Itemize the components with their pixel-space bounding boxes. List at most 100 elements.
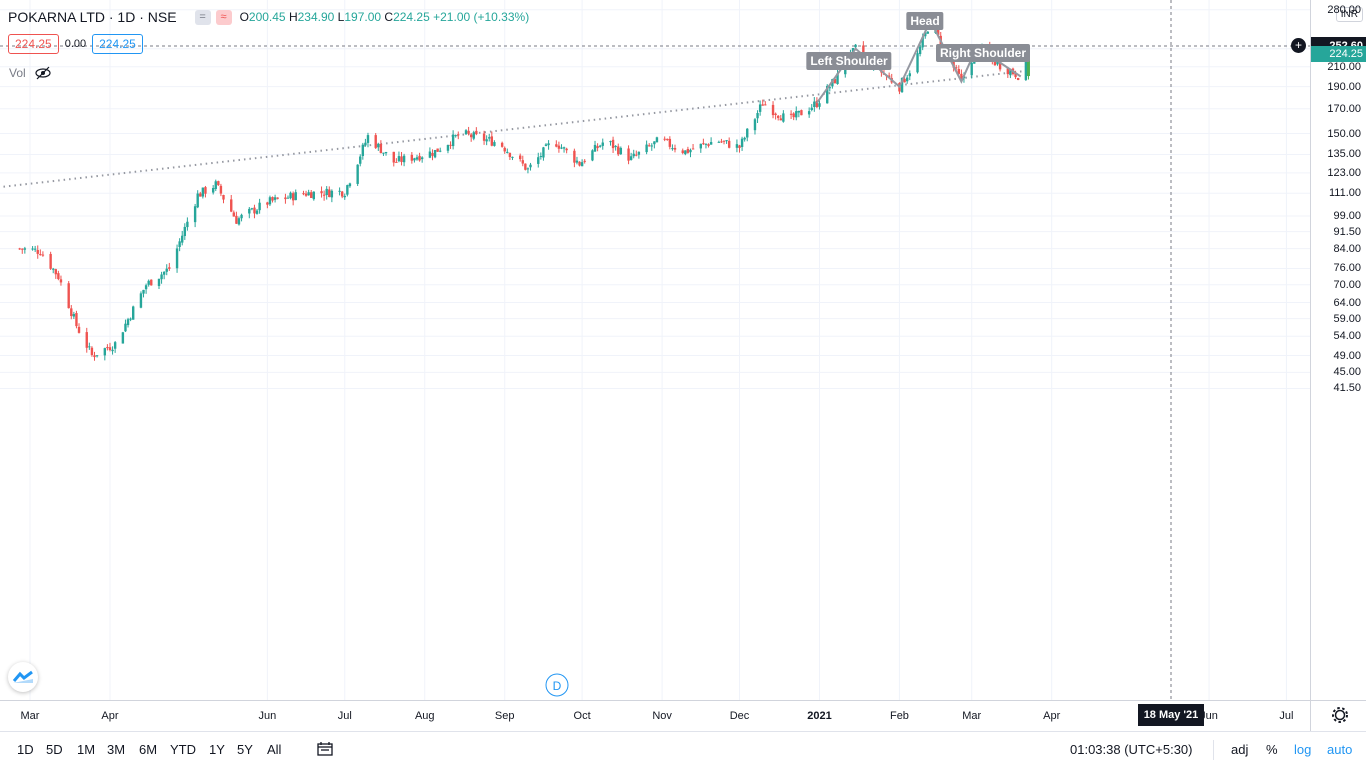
timeframe-5y[interactable]: 5Y <box>237 742 253 757</box>
candle-body <box>392 151 395 163</box>
candle-body <box>322 194 326 196</box>
time-tick-label: Jun <box>1200 710 1218 722</box>
candle-body <box>439 150 442 152</box>
tradingview-logo[interactable] <box>8 662 38 692</box>
timeframe-1m[interactable]: 1M <box>77 742 96 757</box>
candle-body <box>23 248 27 250</box>
candle-body <box>253 207 256 214</box>
candle-body <box>248 208 251 214</box>
head-label[interactable]: Head <box>906 12 944 30</box>
right-shoulder-label[interactable]: Right Shoulder <box>936 44 1030 62</box>
candle-body <box>418 155 421 161</box>
price-axis[interactable]: INR 280.00230.00210.00190.00170.00150.00… <box>1291 0 1366 700</box>
candle-body <box>673 147 677 150</box>
percent-toggle[interactable]: % <box>1266 742 1278 757</box>
candle-body <box>671 148 674 150</box>
candle-body <box>359 156 362 164</box>
candle-body <box>593 144 597 152</box>
candle-body <box>779 118 782 121</box>
candle-body <box>139 293 143 308</box>
neckline[interactable] <box>0 69 1029 189</box>
candle-body <box>663 138 666 140</box>
timeframe-1y[interactable]: 1Y <box>209 742 225 757</box>
candle-body <box>214 181 217 189</box>
candle-body <box>844 66 847 75</box>
plus-icon[interactable]: + <box>1291 38 1306 53</box>
candle-body <box>629 156 633 160</box>
price-chart[interactable]: D <box>0 0 1310 700</box>
candle-body <box>21 248 24 250</box>
candle-body <box>686 148 690 153</box>
timeframe-all[interactable]: All <box>267 742 282 757</box>
candle-body <box>614 145 617 147</box>
candle-body <box>291 193 295 201</box>
candle-body <box>511 156 514 158</box>
candle-body <box>596 146 599 149</box>
candle-body <box>113 342 117 349</box>
candle-body <box>903 78 906 83</box>
candle-body <box>103 348 107 356</box>
timeframe-5d[interactable]: 5D <box>46 742 63 757</box>
candle-body <box>377 143 380 148</box>
time-tick-label: Feb <box>889 710 909 722</box>
event-marker[interactable]: D <box>545 673 569 697</box>
compare-icon[interactable]: ≈ <box>215 9 232 25</box>
eye-off-icon[interactable] <box>34 66 52 80</box>
candle-body <box>413 158 416 161</box>
candle-body <box>761 104 764 106</box>
candle-body <box>85 332 88 348</box>
time-tick-label: Apr <box>1043 710 1061 722</box>
candle-body <box>147 280 150 285</box>
candle-body <box>684 150 687 155</box>
candle-body <box>746 128 749 138</box>
candle-body <box>472 132 475 139</box>
calendar-range-icon[interactable] <box>316 741 334 757</box>
candle-body <box>921 37 924 48</box>
time-axis[interactable]: Mar Apr Jun Jul Aug Sep Oct Nov Dec 2021 Feb Mar Apr… <box>0 700 1310 731</box>
hide-icon[interactable]: = <box>194 9 211 25</box>
auto-toggle[interactable]: auto <box>1327 742 1353 757</box>
candle-body <box>273 197 277 200</box>
candle-body <box>126 319 130 326</box>
candle-body <box>482 133 486 141</box>
candle-body <box>1006 68 1010 75</box>
timeframe-3m[interactable]: 3M <box>107 742 126 757</box>
time-tick-label: Mar <box>20 710 40 722</box>
clock[interactable]: 01:03:38 (UTC+5:30) <box>1070 742 1193 757</box>
candle-body <box>54 269 57 275</box>
adj-toggle[interactable]: adj <box>1231 742 1249 757</box>
candle-body <box>557 145 561 149</box>
time-tick-label: Sep <box>494 710 515 722</box>
symbol-title[interactable]: POKARNA LTD · 1D · NSE <box>8 9 177 25</box>
candle-body <box>490 136 494 146</box>
candle-body <box>361 144 365 157</box>
timeframe-6m[interactable]: 6M <box>139 742 158 757</box>
timeframe-ytd[interactable]: YTD <box>170 742 196 757</box>
candle-body <box>436 148 439 152</box>
time-tick-label: Oct <box>573 710 591 722</box>
candle-body <box>573 150 576 163</box>
time-tick-label: Dec <box>729 710 750 722</box>
candle-body <box>743 137 746 140</box>
candle-body <box>918 46 922 55</box>
candle-body <box>454 135 457 137</box>
candle-body <box>810 107 813 110</box>
candle-body <box>237 218 241 225</box>
settings-corner[interactable] <box>1310 700 1366 731</box>
ohlc-values: O200.45 H234.90 L197.00 C224.25 +21.00 (… <box>239 10 530 24</box>
timeframe-1d[interactable]: 1D <box>17 742 34 757</box>
chart-area[interactable]: D Left Shoulder Head Right Shoulder POKA… <box>0 0 1310 700</box>
log-toggle[interactable]: log <box>1294 742 1312 757</box>
price-tick-label: 84.00 <box>1333 242 1361 255</box>
ask-price[interactable]: 224.25 <box>92 34 143 54</box>
candle-body <box>268 197 272 205</box>
candle-body <box>774 113 777 115</box>
candle-body <box>271 197 274 201</box>
price-tick-label: 49.00 <box>1333 349 1361 362</box>
bid-price[interactable]: 224.25 <box>8 34 59 54</box>
currency-badge[interactable]: INR <box>1335 7 1363 22</box>
price-tick-label: 123.00 <box>1327 166 1361 179</box>
left-shoulder-label[interactable]: Left Shoulder <box>806 52 892 70</box>
price-tick-label: 190.00 <box>1327 80 1361 93</box>
candle-body <box>320 191 323 194</box>
